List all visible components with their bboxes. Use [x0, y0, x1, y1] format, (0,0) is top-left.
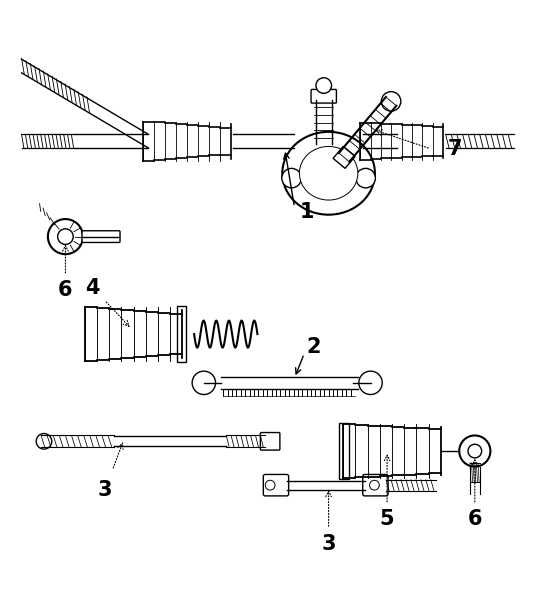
Circle shape — [381, 91, 401, 111]
Circle shape — [316, 78, 332, 93]
Text: 7: 7 — [448, 139, 463, 159]
Circle shape — [356, 169, 376, 188]
Circle shape — [459, 435, 491, 466]
Bar — [339, 423, 349, 479]
Bar — [333, 147, 355, 169]
Text: 6: 6 — [468, 509, 482, 529]
Ellipse shape — [299, 147, 358, 200]
Circle shape — [58, 229, 73, 245]
Text: 2: 2 — [307, 337, 321, 357]
Text: 6: 6 — [58, 280, 73, 300]
Circle shape — [359, 371, 382, 395]
Circle shape — [36, 434, 52, 449]
FancyBboxPatch shape — [260, 432, 280, 450]
Text: 3: 3 — [321, 533, 336, 554]
Ellipse shape — [282, 132, 375, 215]
Circle shape — [370, 480, 379, 490]
FancyBboxPatch shape — [363, 474, 388, 496]
Text: 1: 1 — [300, 202, 315, 222]
Bar — [177, 306, 186, 362]
Circle shape — [192, 371, 216, 395]
Circle shape — [468, 444, 482, 458]
FancyBboxPatch shape — [311, 90, 337, 103]
FancyBboxPatch shape — [263, 474, 289, 496]
Text: 5: 5 — [380, 509, 394, 529]
FancyBboxPatch shape — [82, 231, 120, 242]
Circle shape — [282, 169, 301, 188]
Text: 4: 4 — [85, 278, 100, 298]
Circle shape — [48, 219, 83, 254]
Circle shape — [265, 480, 275, 490]
Text: 3: 3 — [97, 480, 112, 500]
